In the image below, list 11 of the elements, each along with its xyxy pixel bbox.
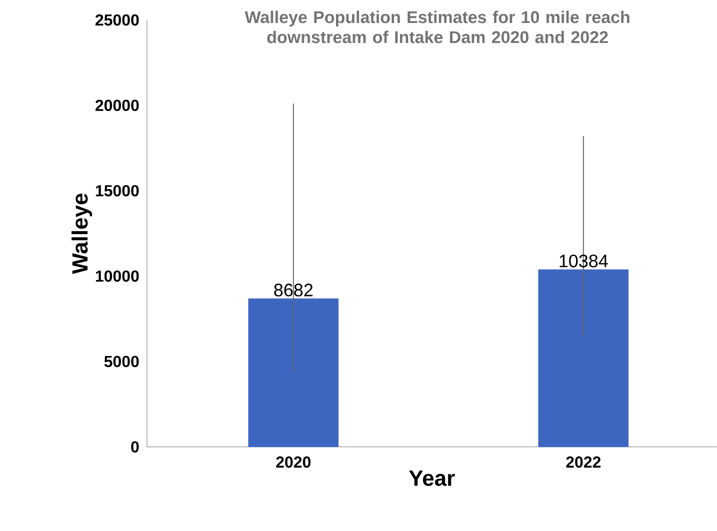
y-tick-label: 20000 [96, 100, 139, 112]
y-tick-label: 5000 [104, 356, 139, 368]
y-axis-title: Walleye [72, 194, 92, 274]
chart-title: Walleye Population Estimates for 10 mile reach downstream of Intake Dam 2020 and 2022 [244, 10, 630, 44]
x-axis-title: Year [409, 470, 455, 486]
y-tick-label: 15000 [96, 185, 139, 196]
x-tick-label: 2022 [566, 456, 601, 468]
y-tick-label: 25000 [96, 14, 139, 26]
y-tick-label: 10000 [96, 270, 139, 282]
x-tick-label: 2020 [276, 456, 311, 468]
y-tick-label: 0 [131, 441, 139, 453]
